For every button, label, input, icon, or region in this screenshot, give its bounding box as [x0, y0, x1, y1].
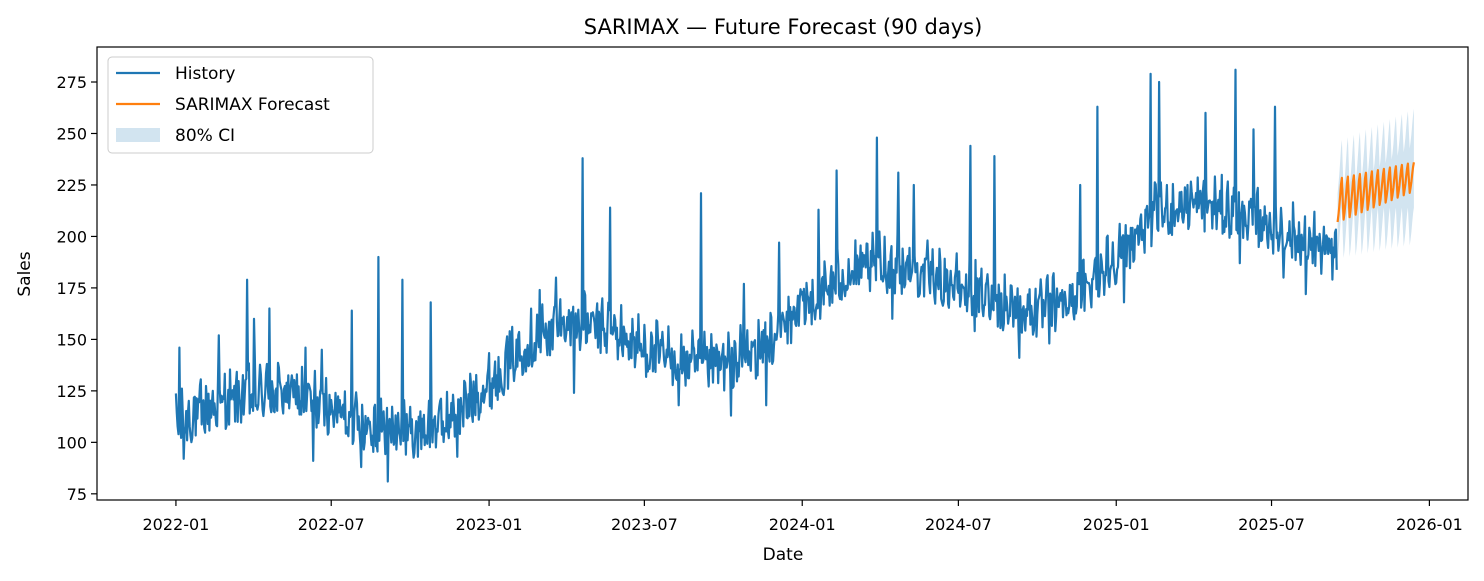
x-axis-title: Date [763, 545, 804, 565]
y-tick-label: 175 [56, 279, 87, 298]
x-tick-label: 2026-01 [1396, 515, 1463, 534]
plot-area [174, 68, 1415, 483]
y-tick-label: 200 [56, 227, 87, 246]
y-tick-label: 250 [56, 124, 87, 143]
x-tick-label: 2022-07 [298, 515, 365, 534]
x-tick-label: 2022-01 [143, 515, 210, 534]
x-axis: 2022-01 2022-07 2023-01 2023-07 2024-01 2024-… [143, 500, 1463, 534]
x-tick-label: 2023-01 [456, 515, 523, 534]
x-tick-label: 2025-01 [1083, 515, 1150, 534]
chart-title: SARIMAX — Future Forecast (90 days) [584, 15, 983, 39]
y-axis: 75 100 125 150 175 200 225 250 275 [56, 73, 97, 504]
y-tick-label: 100 [56, 433, 87, 452]
y-tick-label: 275 [56, 73, 87, 92]
forecast-line [1336, 162, 1415, 223]
x-tick-label: 2024-07 [925, 515, 992, 534]
legend-label-ci: 80% CI [175, 126, 235, 146]
x-tick-label: 2023-07 [611, 515, 678, 534]
legend-box [107, 56, 374, 154]
y-axis-title: Sales [15, 251, 35, 296]
plot-frame [96, 46, 1469, 501]
y-tick-label: 125 [56, 382, 87, 401]
x-tick-label: 2024-01 [769, 515, 836, 534]
legend-swatch-ci [116, 128, 160, 142]
y-tick-label: 150 [56, 330, 87, 349]
legend-label-forecast: SARIMAX Forecast [175, 95, 330, 115]
y-tick-label: 225 [56, 176, 87, 195]
legend: History SARIMAX Forecast 80% CI [107, 56, 374, 154]
y-tick-label: 75 [67, 485, 87, 504]
x-tick-label: 2025-07 [1238, 515, 1305, 534]
legend-label-history: History [175, 64, 235, 84]
history-line [174, 68, 1338, 483]
